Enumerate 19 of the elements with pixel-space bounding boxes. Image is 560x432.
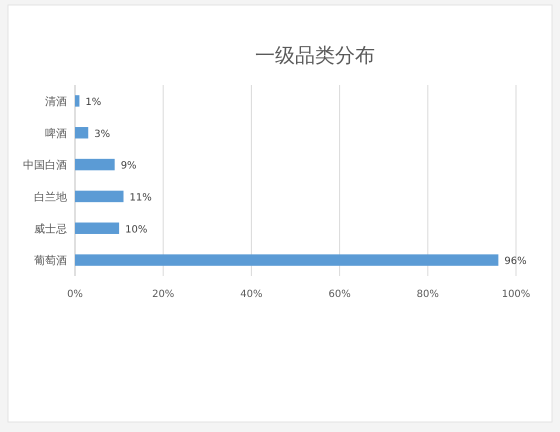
x-tick-label: 40%	[240, 289, 263, 300]
data-label: 10%	[125, 224, 148, 236]
data-label: 9%	[120, 160, 137, 172]
x-tick-label: 100%	[502, 289, 530, 300]
x-tick-label: 20%	[152, 289, 174, 300]
x-tick-label: 0%	[67, 289, 83, 300]
y-tick-label: 葡萄酒	[34, 254, 67, 268]
data-label: 96%	[504, 256, 527, 268]
x-tick-label: 60%	[328, 289, 351, 300]
y-tick-label: 威士忌	[34, 222, 67, 236]
data-label: 11%	[130, 192, 152, 204]
y-tick-label: 清酒	[45, 94, 67, 108]
y-tick-label: 啤酒	[45, 126, 67, 140]
data-label: 1%	[85, 96, 102, 108]
y-tick-label: 白兰地	[34, 190, 67, 204]
title: 一级品类分布	[255, 43, 375, 67]
y-tick-label: 中国白酒	[23, 158, 67, 172]
x-tick-label: 80%	[416, 289, 439, 300]
data-label: 3%	[94, 128, 110, 140]
